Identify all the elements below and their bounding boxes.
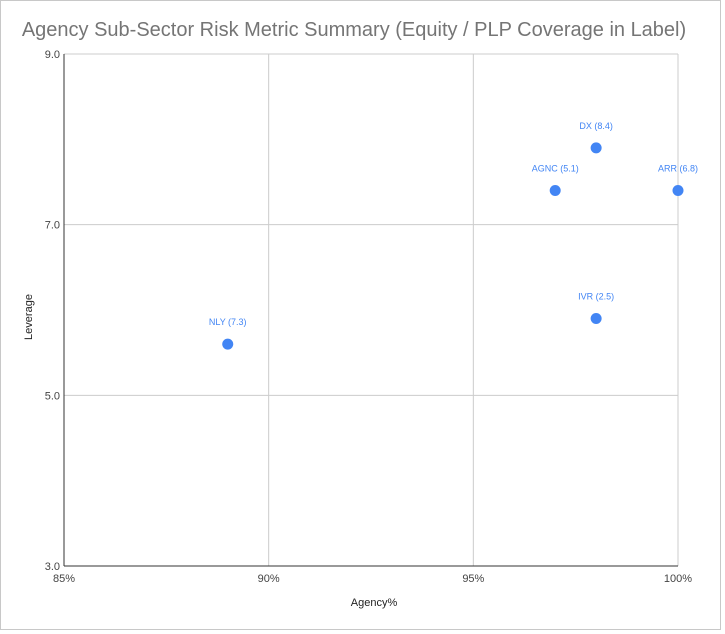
x-axis-label: Agency% — [351, 597, 398, 609]
y-tick-label: 9.0 — [45, 49, 60, 61]
y-axis-label: Leverage — [23, 294, 35, 340]
x-tick-label: 100% — [664, 573, 692, 585]
y-tick-label: 5.0 — [45, 390, 60, 402]
data-point — [590, 313, 602, 325]
x-tick-label: 95% — [462, 573, 484, 585]
data-point-label: ARR (6.8) — [658, 164, 698, 174]
data-point-label: IVR (2.5) — [578, 292, 614, 302]
x-tick-label: 90% — [258, 573, 280, 585]
data-points: NLY (7.3) AGNC (5.1) DX (8.4) ARR (6.8) IVR … — [209, 121, 698, 350]
data-point-label: NLY (7.3) — [209, 317, 247, 327]
grid-lines — [64, 53, 679, 566]
axes — [63, 54, 678, 567]
data-point — [549, 185, 561, 197]
data-point-label: AGNC (5.1) — [532, 164, 579, 174]
data-point — [222, 338, 234, 350]
tick-labels: 85% 90% 95% 100% 3.0 5.0 7.0 9.0 — [45, 49, 693, 585]
y-tick-label: 3.0 — [45, 561, 60, 573]
chart-title: Agency Sub-Sector Risk Metric Summary (E… — [22, 19, 686, 41]
data-point-label: DX (8.4) — [579, 121, 613, 131]
data-point — [672, 185, 684, 197]
x-tick-label: 85% — [53, 573, 75, 585]
y-tick-label: 7.0 — [45, 220, 60, 232]
data-point — [590, 142, 602, 154]
